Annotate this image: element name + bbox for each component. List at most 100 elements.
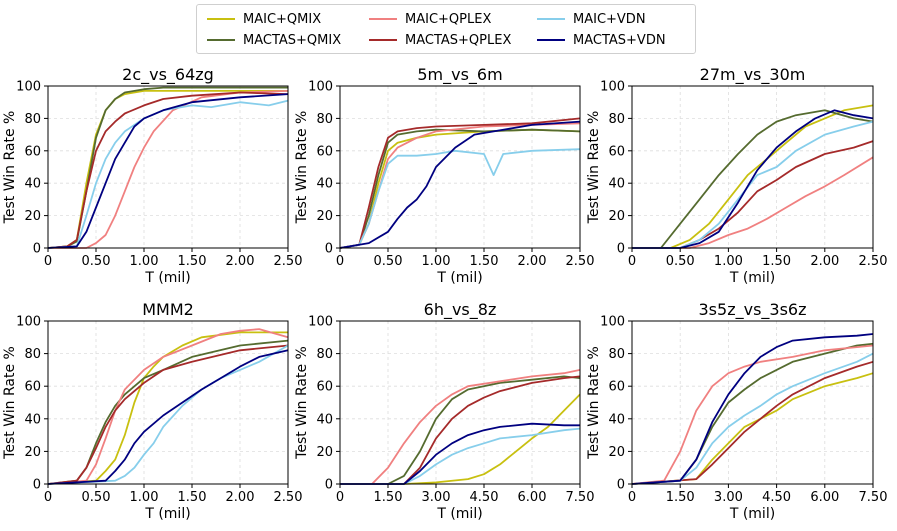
y-tick-label: 20 [608,209,625,224]
y-axis-label: Test Win Rate % [2,346,18,460]
y-tick-label: 100 [308,80,333,95]
y-tick-label: 0 [617,242,625,257]
x-tick-label: 3.00 [422,490,451,505]
series-line-maic-qplex [631,344,874,485]
y-tick-label: 60 [24,380,41,395]
y-tick-label: 0 [325,242,333,257]
x-tick-label: 1.00 [422,254,451,269]
x-tick-label: 0.50 [82,254,111,269]
y-tick-label: 40 [24,412,41,427]
y-tick-label: 40 [24,177,41,192]
x-axis-label: T (mil) [729,270,775,286]
plot-frame [339,320,581,485]
x-tick-label: 7.50 [859,490,888,505]
y-tick-label: 80 [316,347,333,362]
series-line-maic-qmix [631,372,874,485]
legend-item-maic-qplex: MAIC+QPLEX [369,9,491,29]
y-tick-label: 20 [608,445,625,460]
legend-swatch [207,39,235,41]
y-axis-label: Test Win Rate % [586,111,602,225]
series-line-maic-qmix [632,104,874,249]
series-line-mactas-qplex [631,360,874,485]
legend-swatch [369,39,397,41]
x-tick-label: 6.00 [810,490,839,505]
x-tick-label: 1.50 [470,254,499,269]
x-tick-label: 2.00 [226,490,255,505]
series-line-maic-qplex [632,156,874,249]
plot-frame [631,320,874,485]
x-tick-label: 2.50 [274,490,303,505]
chart-panel-6h-vs-8z: 0 1.50 3.00 4.50 6.00 7.50 0 20 40 60 80 100 6h_vs_8… [294,300,594,522]
chart-panel-3s5z-vs-3s6z: 0 1.50 3.00 4.50 6.00 7.50 0 20 40 60 80 100 3s5z_vs… [586,300,887,522]
series-line-mactas-vdn [340,422,580,485]
x-tick-label: 1.00 [714,254,743,269]
x-tick-label: 2.50 [274,254,303,269]
legend-item-mactas-vdn: MACTAS+VDN [537,30,666,50]
series-line-mactas-qplex [339,117,581,249]
x-tick-label: 0.50 [374,254,403,269]
plot-frame [47,320,289,485]
x-axis-label: T (mil) [144,506,190,522]
y-tick-label: 100 [600,80,625,95]
plot-frame [339,85,581,249]
series-line-maic-vdn [631,352,874,485]
chart-panel-2c-vs-64zg: 0 0.50 1.00 1.50 2.00 2.50 0 20 40 60 80 100 2c_vs_6… [2,65,302,286]
series-line-mactas-qmix [339,128,581,249]
chart-title: 5m_vs_6m [417,65,502,85]
series-line-mactas-qplex [632,140,874,249]
y-tick-label: 100 [308,315,333,330]
plot-frame [631,85,874,249]
x-tick-label: 1.50 [762,254,791,269]
legend-item-maic-vdn: MAIC+VDN [537,9,646,29]
series-line-mactas-vdn [47,93,289,249]
x-axis-label: T (mil) [144,270,190,286]
legend-swatch [537,18,565,20]
chart-panel-27m-vs-30m: 0 0.50 1.00 1.50 2.00 2.50 0 20 40 60 80 100 27m_vs_… [586,65,887,286]
chart-title: 27m_vs_30m [700,65,806,85]
x-axis-label: T (mil) [436,506,482,522]
x-tick-label: 2.50 [859,254,888,269]
x-tick-label: 0 [44,254,52,269]
x-tick-label: 0.50 [82,490,111,505]
y-tick-label: 20 [24,445,41,460]
y-tick-label: 60 [316,144,333,159]
y-tick-label: 100 [16,315,41,330]
legend: MAIC+QMIX MACTAS+QMIX MAIC+QPLEX MACTAS+… [196,4,696,54]
series-line-maic-vdn [339,148,581,249]
x-tick-label: 2.00 [226,254,255,269]
x-tick-label: 4.50 [762,490,791,505]
y-tick-label: 80 [316,112,333,127]
y-tick-label: 80 [608,112,625,127]
x-axis-label: T (mil) [436,270,482,286]
y-tick-label: 40 [608,412,625,427]
x-tick-label: 0 [336,254,344,269]
x-tick-label: 7.50 [566,490,595,505]
y-tick-label: 0 [325,478,333,493]
y-tick-label: 20 [24,209,41,224]
series-line-maic-vdn [340,427,581,485]
x-tick-label: 0.50 [666,254,695,269]
y-tick-label: 40 [316,177,333,192]
series-line-mactas-vdn [47,349,289,485]
legend-label: MAIC+QMIX [243,11,322,27]
series-line-mactas-vdn [631,333,874,485]
y-tick-label: 60 [608,144,625,159]
series-line-mactas-qplex [47,344,289,485]
y-axis-label: Test Win Rate % [294,111,310,225]
x-tick-label: 1.00 [130,490,159,505]
y-axis-label: Test Win Rate % [294,346,310,460]
y-tick-label: 100 [600,315,625,330]
x-axis-label: T (mil) [729,506,775,522]
x-tick-label: 6.00 [518,490,547,505]
chart-title: MMM2 [142,300,194,319]
legend-label: MAIC+QPLEX [405,11,492,27]
y-tick-label: 20 [316,445,333,460]
x-tick-label: 0 [628,254,636,269]
y-tick-label: 40 [316,412,333,427]
x-tick-label: 2.00 [810,254,839,269]
legend-item-mactas-qplex: MACTAS+QPLEX [369,30,511,50]
y-tick-label: 0 [33,478,41,493]
series-line-maic-vdn [632,120,874,249]
legend-item-mactas-qmix: MACTAS+QMIX [207,30,341,50]
chart-title: 6h_vs_8z [424,300,497,320]
